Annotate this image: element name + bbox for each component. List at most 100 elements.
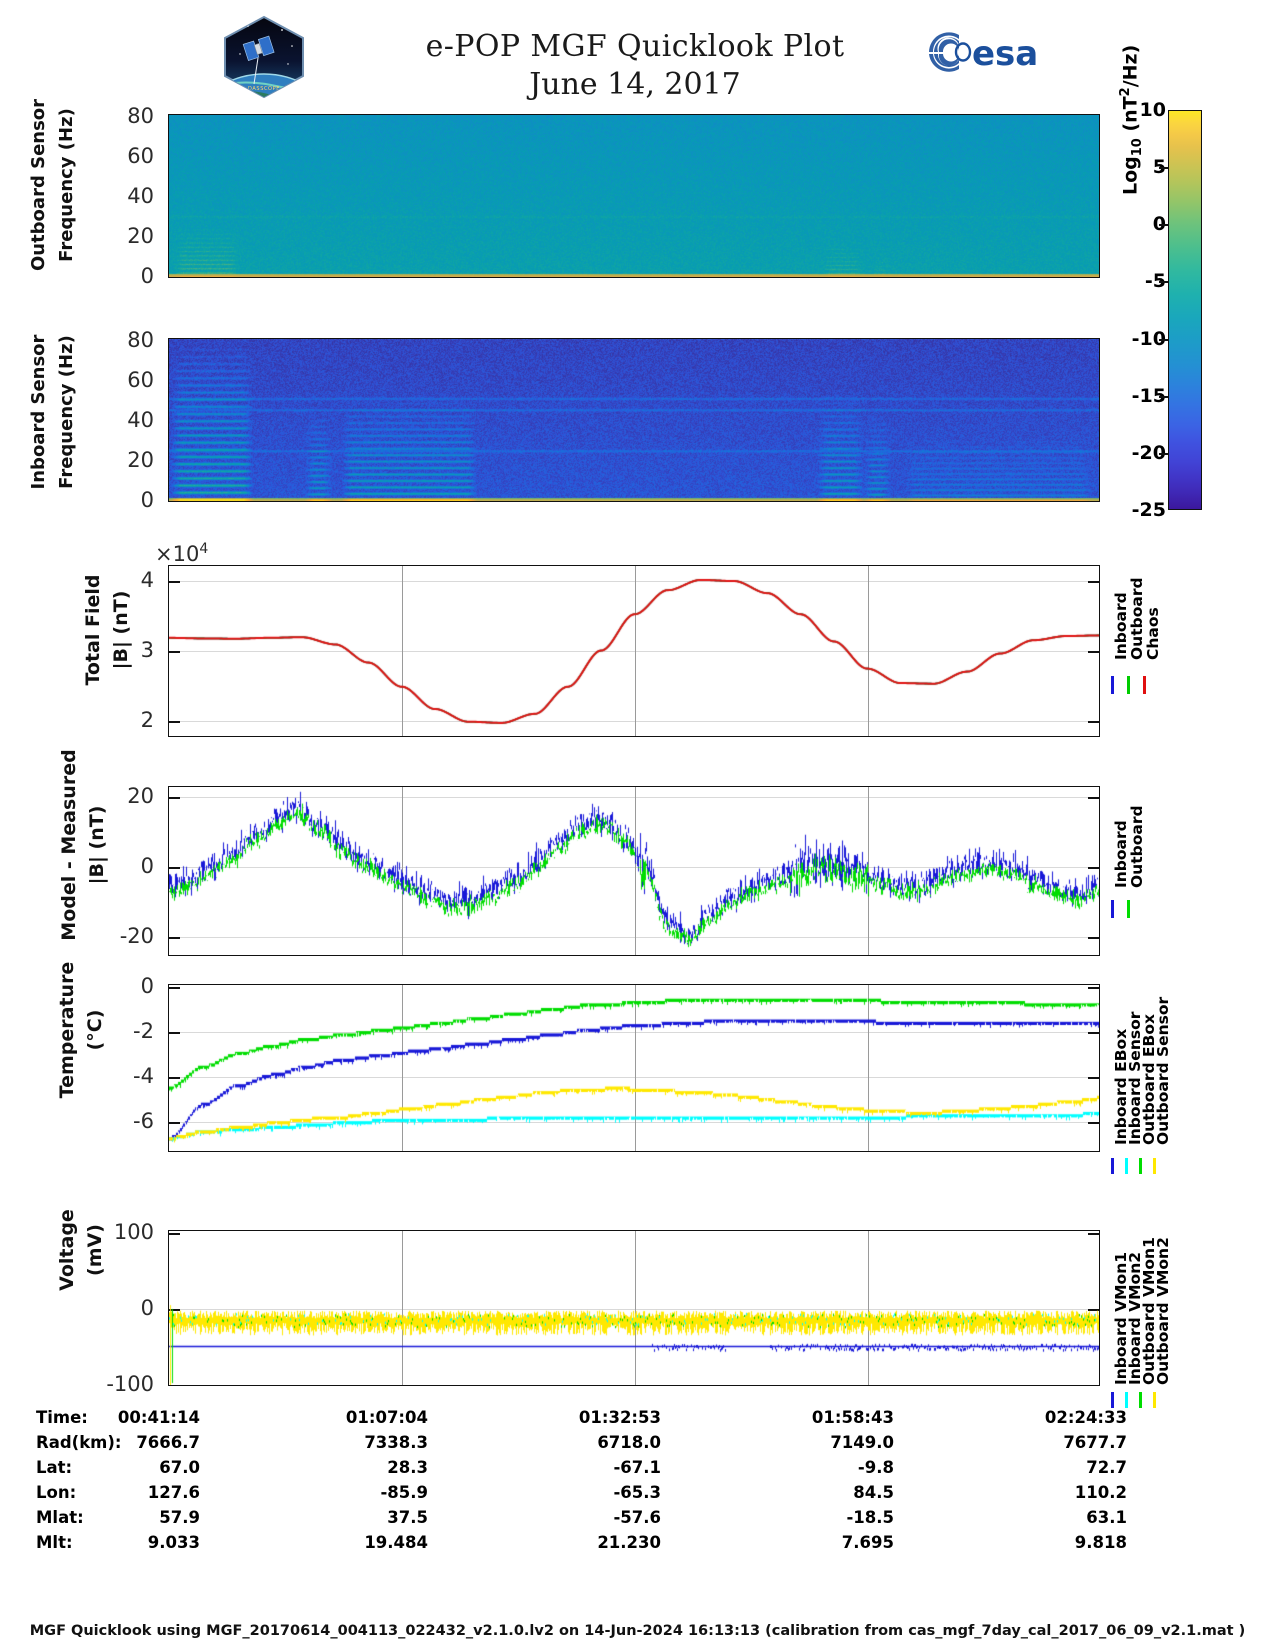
cell-lat-0: 67.0 [159,1458,200,1477]
cell-lat-2: -67.1 [613,1458,661,1477]
inboard-spectrogram-image [169,339,1099,501]
legend-swatch-inboard [1111,900,1114,918]
model-measured-ylabel-line1: Model - Measured [58,749,80,941]
ytick: 100 [113,1220,154,1244]
legend-swatch-inboard [1111,676,1114,694]
ytick: 40 [127,184,154,208]
ytick: 80 [127,104,154,128]
cell-rad-0: 7666.7 [136,1433,200,1452]
table-row-lat: Lat: 67.0 28.3 -67.1 -9.8 72.7 [0,1458,1275,1483]
outboard-spectrogram-ylabel-line2: Frequency (Hz) [56,108,77,262]
ytick: 0 [140,488,154,512]
legend-swatch-outboard-ebox [1139,1158,1142,1174]
temperature-axes[interactable] [168,984,1100,1152]
colorbar-tickmark [1159,167,1168,170]
ytick: 0 [140,264,154,288]
cell-lon-2: -65.3 [613,1483,661,1502]
cell-mlt-2: 21.230 [597,1533,661,1552]
legend-swatch-outboard-vmon2 [1153,1392,1156,1408]
cell-mlat-0: 57.9 [159,1508,200,1527]
legend-swatch-chaos [1143,676,1146,694]
cell-time-2: 01:32:53 [578,1408,661,1427]
colorbar-tickmark [1159,452,1168,455]
model-measured-axes[interactable] [168,786,1100,956]
cell-time-0: 00:41:14 [117,1408,200,1427]
row-label: Mlat: [36,1508,84,1527]
ytick: 40 [127,408,154,432]
ytick: -100 [106,1372,154,1396]
legend-swatch-outboard [1127,676,1130,694]
colorbar-tick: -20 [1131,441,1166,464]
ytick: -20 [119,924,154,948]
legend-swatch-outboard-sensor [1153,1158,1156,1174]
table-row-mlat: Mlat: 57.9 37.5 -57.6 -18.5 63.1 [0,1508,1275,1533]
outboard-spectrogram-axes[interactable] [168,114,1100,278]
footer-text: MGF Quicklook using MGF_20170614_004113_… [29,1623,1246,1639]
cell-mlt-0: 9.033 [147,1533,200,1552]
cell-time-1: 01:07:04 [345,1408,428,1427]
cell-rad-1: 7338.3 [364,1433,428,1452]
ytick: 20 [127,448,154,472]
row-label: Lon: [36,1483,77,1502]
colorbar-tickmark [1159,224,1168,227]
svg-text:DASSCOPE: DASSCOPE [248,86,280,92]
page-title: e-POP MGF Quicklook Plot June 14, 2017 [330,28,940,104]
temperature-ylabel-line1: Temperature [56,961,78,1099]
cell-mlat-3: -18.5 [846,1508,894,1527]
ytick: -2 [133,1019,154,1043]
cell-lon-1: -85.9 [380,1483,428,1502]
table-row-time: Time: 00:41:14 01:07:04 01:32:53 01:58:4… [0,1408,1275,1433]
ytick: 20 [127,784,154,808]
ytick: 0 [140,1296,154,1320]
cell-lat-3: -9.8 [857,1458,894,1477]
legend-label: Outboard [1128,805,1146,888]
ytick: 3 [140,638,154,662]
cell-lon-4: 110.2 [1074,1483,1127,1502]
colorbar-tickmark [1159,281,1168,284]
colorbar-tick: -10 [1131,327,1166,350]
cell-time-3: 01:58:43 [811,1408,894,1427]
ytick: -6 [133,1109,154,1133]
ytick: 20 [127,224,154,248]
ytick: 60 [127,144,154,168]
ytick: 0 [140,974,154,998]
colorbar-gradient [1168,110,1202,510]
colorbar-tickmark [1159,338,1168,341]
y-exponent-label: ×104 [155,541,209,566]
cell-lat-1: 28.3 [387,1458,428,1477]
legend-swatch-inboard-vmon2 [1125,1392,1128,1408]
colorbar-tickmark [1159,395,1168,398]
total-field-axes[interactable] [168,565,1100,737]
ytick: 80 [127,328,154,352]
legend-label: Outboard VMon2 [1154,1237,1172,1385]
cell-lon-0: 127.6 [147,1483,200,1502]
ytick: -4 [133,1064,154,1088]
cell-rad-4: 7677.7 [1063,1433,1127,1452]
colorbar-tick: -25 [1131,499,1166,521]
legend-swatch-outboard [1127,900,1130,918]
cell-lat-4: 72.7 [1086,1458,1127,1477]
cell-lon-3: 84.5 [853,1483,894,1502]
cell-mlat-2: -57.6 [613,1508,661,1527]
table-row-mlt: Mlt: 9.033 19.484 21.230 7.695 9.818 [0,1533,1275,1558]
model-measured-traces [169,787,1099,955]
total-field-ylabel-line1: Total Field [82,574,104,686]
legend-swatch-inboard-vmon1 [1111,1392,1114,1408]
ytick: 60 [127,368,154,392]
mission-patch-logo: DASSCOPE [218,14,310,100]
cell-mlat-1: 37.5 [387,1508,428,1527]
inboard-spectrogram-axes[interactable] [168,338,1100,502]
row-label: Time: [36,1408,88,1427]
voltage-traces [169,1231,1099,1385]
ephemeris-table: Time: 00:41:14 01:07:04 01:32:53 01:58:4… [0,1408,1275,1558]
cell-rad-3: 7149.0 [830,1433,894,1452]
legend-label: Outboard Sensor [1154,996,1172,1145]
legend-swatch-inboard-sensor [1125,1158,1128,1174]
ytick: 4 [140,568,154,592]
voltage-axes[interactable] [168,1230,1100,1386]
cell-rad-2: 6718.0 [597,1433,661,1452]
cell-mlt-1: 19.484 [364,1533,428,1552]
title-line-1: e-POP MGF Quicklook Plot [425,29,845,64]
cell-mlat-4: 63.1 [1086,1508,1127,1527]
esa-logo: esa [925,28,1043,76]
